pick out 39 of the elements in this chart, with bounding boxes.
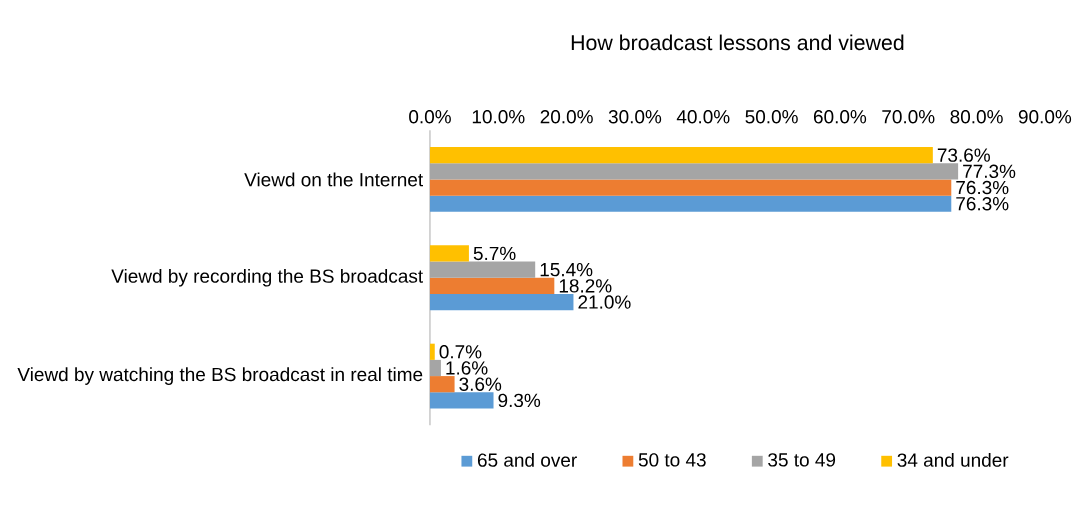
legend-label: 34 and under (897, 452, 1009, 467)
data-label: 1.6% (446, 361, 488, 375)
chart-title: How broadcast lessons and viewed (571, 34, 904, 51)
data-label: 76.3% (956, 197, 1009, 211)
data-label: 15.4% (540, 262, 593, 277)
legend-label: 35 to 49 (768, 453, 836, 467)
bar (429, 376, 455, 393)
data-label: 9.3% (498, 393, 541, 408)
data-label: 77.3% (963, 164, 1016, 179)
data-label: 76.3% (956, 180, 1009, 195)
bar (429, 293, 574, 311)
bar (429, 179, 952, 196)
x-tick-label: 40.0% (676, 110, 730, 124)
x-tick-label: 10.0% (472, 110, 525, 124)
data-label: 5.7% (473, 246, 516, 261)
bar (429, 195, 952, 212)
bar (429, 147, 933, 164)
bar (429, 343, 435, 360)
x-tick-label: 30.0% (608, 110, 662, 124)
x-tick-label: 20.0% (540, 110, 593, 124)
data-label: 3.6% (459, 377, 502, 391)
data-label: 73.6% (937, 148, 990, 162)
data-label: 18.2% (559, 279, 612, 293)
legend-label: 65 and over (477, 452, 577, 467)
x-tick-label: 90.0% (1018, 110, 1072, 124)
data-label: 21.0% (578, 295, 631, 309)
bar (429, 245, 469, 262)
y-tick-label: Viewd by recording the BS broadcast (111, 268, 423, 287)
x-tick-label: 80.0% (950, 110, 1003, 124)
x-tick-label: 70.0% (882, 110, 935, 124)
x-tick-label: 50.0% (745, 110, 798, 124)
y-tick-label: Viewd on the Internet (244, 172, 423, 187)
data-label: 0.7% (439, 345, 482, 359)
y-tick-label: Viewd by watching the BS broadcast in real time (17, 367, 423, 385)
bar (429, 392, 494, 409)
x-tick-label: 60.0% (813, 110, 867, 124)
bar (429, 277, 555, 294)
legend-label: 50 to 43 (638, 453, 706, 467)
x-tick-label: 0.0% (409, 110, 451, 124)
